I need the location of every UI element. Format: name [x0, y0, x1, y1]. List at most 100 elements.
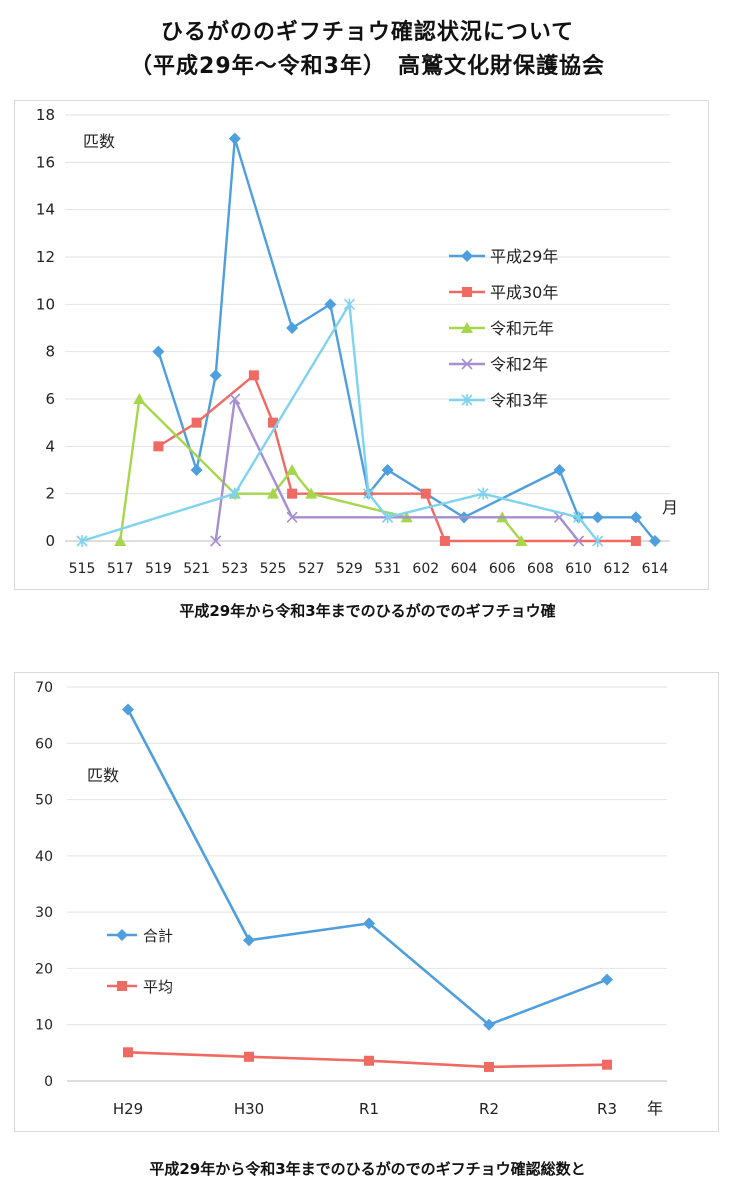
chart1-caption: 平成29年から令和3年までのひるがのでのギフチョウ確 — [179, 602, 556, 620]
x-tick-label: R2 — [479, 1100, 499, 1118]
data-point-4 — [229, 487, 241, 500]
data-point-1 — [484, 1061, 494, 1072]
data-point-2 — [305, 487, 318, 499]
series-line-4 — [81, 303, 599, 543]
x-tick-label: 610 — [565, 561, 592, 577]
x-tick-label: 606 — [489, 561, 516, 577]
legend-marker-1 — [117, 981, 127, 991]
data-point-2 — [267, 487, 279, 499]
legend-marker-0 — [116, 929, 128, 941]
x-axis-label: 月 — [662, 498, 678, 517]
legend-marker-3 — [461, 358, 473, 370]
data-point-4 — [362, 487, 375, 500]
legend-label-4: 令和3年 — [490, 391, 548, 410]
data-point-3 — [573, 535, 585, 547]
x-tick-label: 608 — [527, 561, 554, 577]
y-tick-label: 50 — [35, 793, 53, 809]
y-tick-label: 40 — [35, 849, 53, 865]
data-point-4 — [343, 298, 355, 311]
legend-label-0: 平成29年 — [490, 247, 558, 266]
x-tick-label: H29 — [113, 1100, 143, 1118]
y-tick-label: 4 — [45, 437, 55, 455]
x-axis-label: 年 — [647, 1099, 663, 1118]
series-line-0 — [126, 708, 608, 1027]
y-tick-label: 60 — [35, 736, 53, 752]
data-point-0 — [381, 464, 394, 476]
legend-marker-4 — [461, 394, 473, 406]
data-point-3 — [229, 393, 241, 405]
y-tick-label: 70 — [35, 680, 53, 696]
y-tick-label: 2 — [45, 485, 55, 503]
yearly-total-chart-panel: 0 10 20 30 40 50 60 70 H29 H30 R1 R2 R3 匹数年 合計 平均 — [14, 672, 719, 1132]
x-tick-label: 523 — [221, 561, 248, 577]
page-subtitle: （平成29年～令和3年） 高鷲文化財保護協会 — [130, 54, 605, 79]
y-tick-label: 0 — [44, 1074, 53, 1090]
data-point-0 — [152, 345, 165, 358]
x-tick-label: 614 — [642, 561, 669, 577]
chart2-caption: 平成29年から令和3年までのひるがのでのギフチョウ確認総数と — [149, 1160, 586, 1178]
legend-label-2: 令和元年 — [490, 319, 554, 338]
x-tick-label: 602 — [412, 561, 439, 577]
daily-count-chart-panel: 0 2 4 6 8 10 12 14 16 18 515 517 519 521 523 525 527 529 5… — [14, 100, 709, 590]
data-point-1 — [420, 488, 431, 499]
data-point-1 — [602, 1059, 612, 1070]
x-tick-label: R3 — [597, 1100, 617, 1118]
x-tick-label: R1 — [359, 1100, 379, 1118]
y-tick-label: 14 — [36, 201, 55, 219]
y-tick-label: 8 — [45, 343, 55, 361]
legend-marker-0 — [461, 250, 473, 262]
y-tick-label: 0 — [45, 532, 55, 550]
y-tick-label: 16 — [36, 153, 55, 171]
data-point-0 — [243, 934, 255, 947]
data-point-0 — [483, 1018, 495, 1031]
series-line-0 — [157, 137, 656, 542]
data-point-0 — [553, 464, 566, 476]
y-tick-label: 30 — [35, 905, 53, 921]
data-point-1 — [191, 417, 202, 428]
x-tick-label: H30 — [234, 1100, 264, 1118]
legend-marker-1 — [462, 287, 472, 297]
data-point-0 — [363, 917, 375, 930]
x-tick-label: 527 — [298, 561, 325, 577]
x-tick-label: 521 — [183, 561, 210, 577]
data-point-4 — [382, 511, 394, 524]
x-tick-label: 531 — [374, 561, 401, 577]
data-point-1 — [153, 441, 164, 452]
legend-marker-2 — [461, 322, 473, 333]
data-point-0 — [209, 369, 222, 382]
series-line-1 — [157, 374, 636, 543]
data-point-1 — [244, 1051, 254, 1062]
data-point-0 — [190, 464, 203, 476]
legend-label-3: 令和2年 — [490, 355, 548, 374]
y-tick-label: 12 — [36, 248, 55, 266]
data-point-0 — [122, 703, 134, 716]
x-tick-label: 529 — [336, 561, 363, 577]
y-axis-label: 匹数 — [83, 132, 115, 151]
data-point-1 — [123, 1047, 133, 1058]
data-point-2 — [286, 464, 299, 475]
x-tick-label: 604 — [451, 561, 478, 577]
data-point-1 — [248, 370, 259, 381]
x-tick-label: 515 — [69, 561, 96, 577]
data-point-4 — [76, 535, 88, 547]
data-point-0 — [324, 298, 337, 311]
y-axis-label: 匹数 — [87, 766, 119, 785]
x-tick-label: 517 — [107, 561, 134, 577]
y-tick-label: 18 — [36, 106, 55, 124]
x-tick-label: 525 — [260, 561, 287, 577]
data-point-4 — [477, 487, 489, 500]
data-point-0 — [228, 132, 241, 145]
legend-label-0: 合計 — [143, 927, 173, 945]
x-tick-label: 612 — [603, 561, 630, 577]
data-point-3 — [210, 535, 222, 547]
data-point-0 — [286, 322, 299, 334]
y-tick-label: 6 — [45, 390, 55, 408]
y-tick-label: 20 — [35, 961, 53, 977]
data-point-0 — [591, 511, 604, 524]
data-point-0 — [601, 973, 613, 986]
x-tick-label: 519 — [145, 561, 172, 577]
data-point-1 — [287, 488, 298, 499]
data-point-2 — [133, 393, 146, 404]
data-point-1 — [268, 417, 278, 428]
legend-label-1: 平成30年 — [490, 283, 558, 302]
